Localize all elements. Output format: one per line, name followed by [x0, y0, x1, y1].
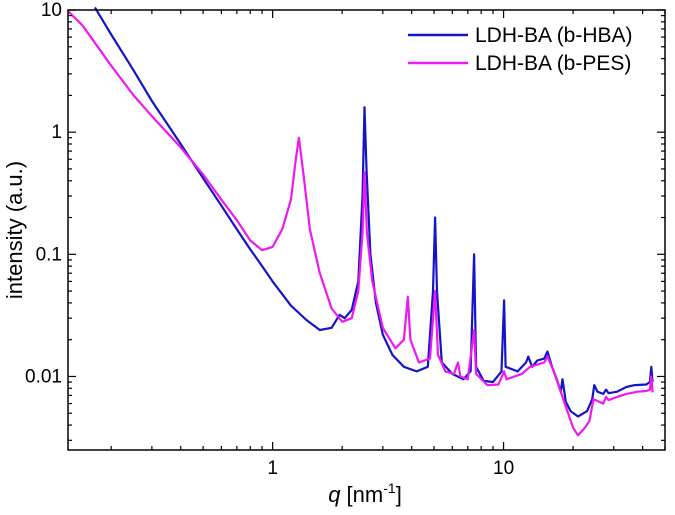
x-axis-variable: q [328, 482, 341, 507]
y-ticks: 0.01 0.1 1 10 [25, 0, 665, 441]
series-line-0 [93, 6, 654, 418]
x-axis-units-exponent: -1 [383, 480, 396, 496]
y-tick-label: 0.01 [25, 366, 62, 387]
series-line-1 [67, 10, 654, 437]
x-axis-units-close: ] [396, 482, 402, 507]
legend-label-1: LDH-BA (b-PES) [475, 52, 631, 75]
legend: LDH-BA (b-HBA) LDH-BA (b-PES) [408, 24, 633, 75]
x-tick-label: 10 [493, 458, 514, 479]
legend-label-0: LDH-BA (b-HBA) [475, 24, 633, 47]
y-axis-title: intensity (a.u.) [2, 161, 27, 299]
y-tick-label: 10 [41, 0, 62, 21]
y-tick-label: 1 [51, 122, 62, 143]
y-tick-label: 0.1 [36, 244, 62, 265]
x-tick-label: 1 [267, 458, 278, 479]
plot-frame [67, 9, 666, 451]
x-axis-title: q [nm-1] [328, 480, 402, 507]
x-axis-units: [nm [340, 482, 383, 507]
x-ticks: 1 10 [110, 10, 666, 479]
series-layer [67, 6, 654, 437]
